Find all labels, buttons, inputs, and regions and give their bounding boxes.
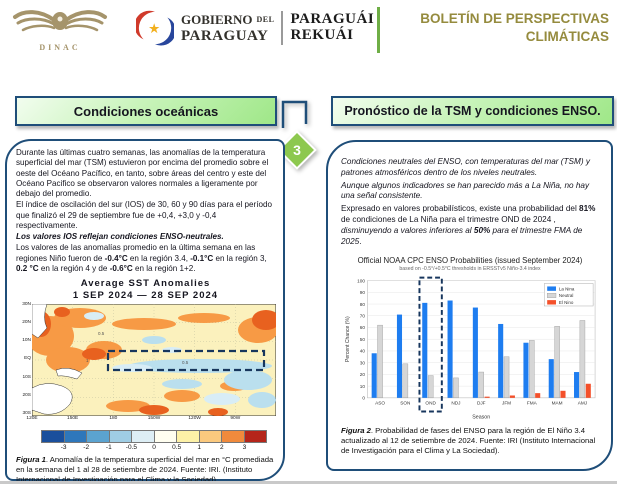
svg-text:100: 100 (357, 278, 365, 283)
header-green-divider (377, 7, 380, 53)
svg-text:JFM: JFM (502, 400, 511, 405)
sst-colorbar: -3 -2 -1 -0.5 0 0.5 1 2 3 (41, 429, 267, 452)
svg-text:40: 40 (360, 348, 366, 353)
bulletin-title: BOLETÍN DE PERSPECTIVAS CLIMÁTICAS (384, 10, 609, 45)
colorbar-ticks: -3 -2 -1 -0.5 0 0.5 1 2 3 (60, 443, 247, 451)
svg-text:90: 90 (360, 290, 366, 295)
bulletin-title-line1: BOLETÍN DE PERSPECTIVAS (420, 11, 609, 26)
svg-text:30: 30 (360, 360, 366, 365)
gobierno-wordmark: GOBIERNO DEL PARAGUAY (181, 12, 274, 44)
paragraph-la-nina-signal: Aunque algunos indicadores se han pareci… (341, 180, 590, 201)
guarani-line1: PARAGUÁI (290, 11, 375, 28)
map-lon-labels: 120E 150E 180 150W 120W 90W (26, 415, 241, 421)
svg-text:Percent Chance (%): Percent Chance (%) (345, 316, 351, 362)
enso-probability-bar-chart: 0 10 20 30 40 50 60 70 80 90 100 ASO SON OND NDJ DJF JFM… (345, 276, 596, 420)
colorbar-gradient (41, 429, 267, 443)
sst-map-figure: 30N 20N 10N EQ 10S 20S 30S (22, 302, 276, 452)
svg-text:DJF: DJF (477, 400, 486, 405)
chart-title: Official NOAA CPC ENSO Probabilities (is… (357, 255, 583, 265)
bulletin-title-line2: CLIMÁTICAS (525, 28, 609, 44)
gobierno-line1: GOBIERNO (181, 12, 253, 28)
svg-text:0: 0 (362, 395, 365, 400)
paragraph-enso-neutral-conditions: Condiciones neutrales del ENSO, con temp… (341, 157, 590, 177)
land-masses (32, 303, 83, 415)
figure1-caption: Figura 1. Anomalía de la temperatura sup… (16, 454, 274, 484)
paragraph-nino-regions: Los valores de las anomalías promedio en… (16, 243, 267, 273)
svg-text:0.5: 0.5 (182, 360, 189, 365)
ocean-conditions-panel: Durante las últimas cuatro semanas, las … (5, 139, 285, 484)
svg-text:ASO: ASO (375, 400, 385, 405)
guarani-wordmark: PARAGUÁI REKUÁI (290, 11, 375, 44)
svg-text:SON: SON (400, 400, 410, 405)
svg-text:OND: OND (425, 400, 436, 405)
svg-text:70: 70 (360, 313, 366, 318)
gobierno-del: DEL (256, 15, 275, 25)
dinac-label: DINAC (39, 43, 81, 52)
dinac-wings-icon (13, 10, 107, 32)
svg-text:50: 50 (360, 337, 366, 342)
svg-text:MAM: MAM (552, 400, 563, 405)
svg-text:20: 20 (360, 372, 366, 377)
flow-connector: 3 (277, 100, 317, 170)
svg-text:Neutral: Neutral (559, 293, 573, 298)
svg-text:AMJ: AMJ (578, 400, 587, 405)
svg-text:NDJ: NDJ (451, 400, 460, 405)
nino-region-box (106, 349, 266, 372)
step-number-diamond (277, 130, 317, 170)
chart-subtitle: based on -0.5°/+0.5°C thresholds in ERSS… (399, 265, 541, 272)
svg-text:80: 80 (360, 301, 366, 306)
map-title-line1: Average SST Anomalies (80, 278, 211, 290)
map-lat-labels: 30N 20N 10N EQ 10S 20S 30S (22, 301, 31, 416)
paragraph-sst-overview: Durante las últimas cuatro semanas, las … (16, 148, 269, 199)
sst-anomaly-map: 0.5 1 0.5 (32, 303, 276, 416)
svg-text:1: 1 (86, 358, 89, 363)
paraguay-star-icon: ★ (136, 10, 174, 46)
svg-text:0.5: 0.5 (98, 331, 105, 336)
svg-text:60: 60 (360, 325, 366, 330)
gobierno-paraguay-logo: ★ GOBIERNO DEL PARAGUAY PARAGUÁI REKUÁI (136, 8, 374, 48)
svg-text:★: ★ (148, 21, 160, 36)
enso-forecast-panel: Condiciones neutrales del ENSO, con temp… (326, 140, 613, 471)
svg-text:FMA: FMA (527, 400, 538, 405)
paragraph-enso-neutral: Los valores IOS reflejan condiciones ENS… (16, 232, 224, 242)
svg-text:El Nino: El Nino (559, 300, 574, 305)
svg-text:10: 10 (360, 383, 366, 388)
svg-text:La Nina: La Nina (559, 286, 575, 291)
figure2-caption: Figura 2. Probabilidad de fases del ENSO… (341, 425, 596, 455)
step-number: 3 (293, 142, 301, 158)
paragraph-ios-index: El índice de oscilación del sur (IOS) de… (16, 200, 273, 230)
map-title-line2: 1 SEP 2024 — 28 SEP 2024 (72, 290, 219, 302)
left-section-title: Condiciones oceánicas (15, 96, 277, 126)
svg-text:Season: Season (472, 414, 490, 420)
paragraph-probabilities: Expresado en valores probabilísticos, ex… (341, 204, 596, 246)
guarani-line2: REKUÁI (290, 27, 354, 43)
gobierno-line2: PARAGUAY (181, 27, 269, 44)
enso-probability-chart-figure: Official NOAA CPC ENSO Probabilities (is… (341, 256, 599, 423)
map-title: Average SST Anomalies 1 SEP 2024 — 28 SE… (16, 278, 275, 302)
logo-divider (281, 11, 284, 45)
page-bottom-rule (0, 481, 617, 484)
right-section-title: Pronóstico de la TSM y condiciones ENSO. (331, 96, 614, 126)
dinac-logo: DINAC (8, 6, 112, 52)
